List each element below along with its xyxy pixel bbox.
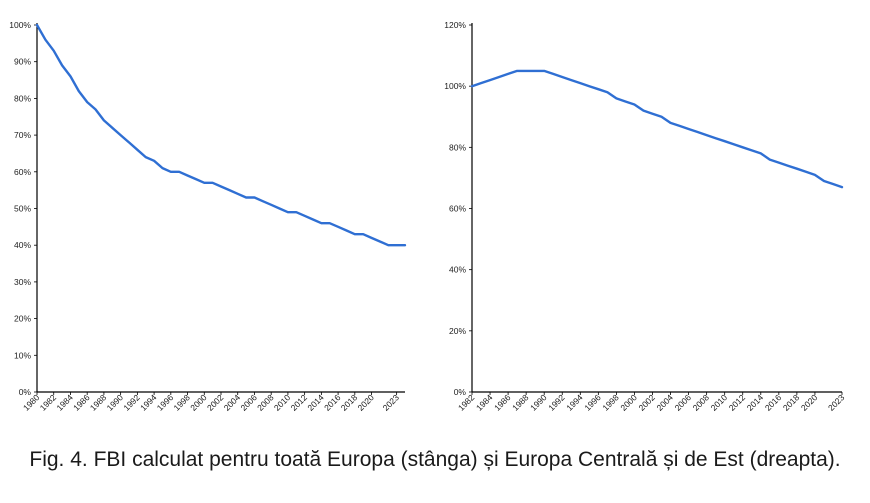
left-x-tick-label: 2012 (289, 392, 310, 413)
right-x-tick-label: 1994 (564, 392, 585, 413)
right-x-tick-label: 2020 (799, 392, 820, 413)
right-x-tick-label: 1992 (546, 392, 567, 413)
left-x-tick-label: 2002 (205, 392, 226, 413)
right-y-tick-label: 0% (454, 387, 467, 397)
right-x-tick-label: 1986 (492, 392, 513, 413)
left-x-tick-label: 2016 (322, 392, 343, 413)
left-x-tick-label: 1998 (172, 392, 193, 413)
charts-area: 0%10%20%30%40%50%60%70%80%90%100%1980198… (9, 20, 846, 413)
left-x-tick-label: 2010 (272, 392, 293, 413)
right-x-tick-label: 2004 (654, 392, 675, 413)
left-y-tick-label: 100% (9, 20, 31, 30)
left-x-tick-label: 1996 (155, 392, 176, 413)
right-y-tick-label: 80% (449, 142, 466, 152)
right-y-tick-label: 120% (444, 20, 466, 30)
right-x-tick-label: 2000 (618, 392, 639, 413)
left-x-tick-label: 1986 (71, 392, 92, 413)
left-x-tick-label: 2004 (222, 392, 243, 413)
left-y-tick-label: 80% (14, 93, 31, 103)
left-y-tick-label: 30% (14, 277, 31, 287)
right-x-tick-label: 2010 (709, 392, 730, 413)
left-x-tick-label: 1994 (138, 392, 159, 413)
right-x-tick-label: 2014 (745, 392, 766, 413)
left-y-tick-label: 60% (14, 167, 31, 177)
left-x-tick-label: 2000 (188, 392, 209, 413)
right-y-tick-label: 100% (444, 81, 466, 91)
left-x-tick-label: 2008 (255, 392, 276, 413)
right-x-tick-label: 1988 (510, 392, 531, 413)
left-y-tick-label: 10% (14, 350, 31, 360)
right-x-tick-label: 2018 (781, 392, 802, 413)
left-x-tick-label: 2023 (381, 392, 402, 413)
left-x-tick-label: 2018 (339, 392, 360, 413)
left-x-tick-label: 1984 (54, 392, 75, 413)
left-y-tick-label: 40% (14, 240, 31, 250)
right-x-tick-label: 2002 (636, 392, 657, 413)
right-x-tick-label: 1998 (600, 392, 621, 413)
right-y-tick-label: 20% (449, 326, 466, 336)
left-x-tick-label: 1990 (105, 392, 126, 413)
figure-caption: Fig. 4. FBI calculat pentru toată Europa… (29, 448, 841, 471)
chart-left: 0%10%20%30%40%50%60%70%80%90%100%1980198… (9, 20, 407, 413)
left-y-tick-label: 0% (19, 387, 32, 397)
left-x-tick-label: 1988 (88, 392, 109, 413)
left-y-tick-label: 20% (14, 314, 31, 324)
right-x-tick-label: 2012 (727, 392, 748, 413)
left-series-line (35, 23, 407, 247)
right-x-tick-label: 2008 (691, 392, 712, 413)
right-series-line (470, 69, 844, 189)
right-x-tick-label: 1984 (474, 392, 495, 413)
right-x-tick-label: 1990 (528, 392, 549, 413)
right-x-tick-label: 2016 (763, 392, 784, 413)
left-x-tick-label: 1992 (121, 392, 142, 413)
left-y-tick-label: 50% (14, 204, 31, 214)
left-y-tick-label: 90% (14, 57, 31, 67)
right-x-tick-label: 2006 (673, 392, 694, 413)
left-y-tick-label: 70% (14, 130, 31, 140)
left-x-tick-label: 2006 (238, 392, 259, 413)
left-x-tick-label: 1982 (38, 392, 59, 413)
right-y-tick-label: 40% (449, 265, 466, 275)
left-x-tick-label: 2020 (356, 392, 377, 413)
left-x-tick-label: 2014 (305, 392, 326, 413)
right-x-tick-label: 1996 (582, 392, 603, 413)
right-x-tick-label: 2023 (826, 392, 847, 413)
chart-right: 0%20%40%60%80%100%120%198219841986198819… (444, 20, 846, 413)
right-y-tick-label: 60% (449, 204, 466, 214)
